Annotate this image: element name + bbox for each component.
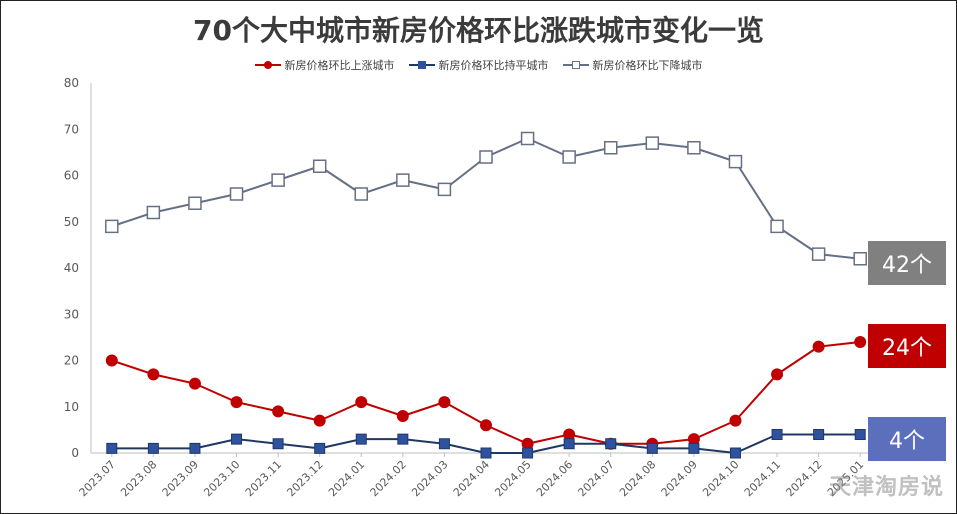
data-point: [105, 354, 118, 367]
data-point: [728, 154, 743, 169]
legend-label: 新房价格环比下降城市: [592, 59, 703, 72]
data-point: [771, 368, 784, 381]
chart-title: 70个大中城市新房价格环比涨跌城市变化一览: [193, 14, 764, 47]
x-tick-label: 2023.08: [118, 458, 159, 499]
x-tick-label: 2024.01: [326, 458, 367, 499]
data-point: [812, 340, 825, 353]
data-point: [480, 419, 492, 432]
legend-item: 新房价格环比持平城市: [408, 57, 549, 73]
data-point: [645, 136, 660, 150]
data-point: [729, 447, 741, 459]
data-point: [813, 429, 825, 440]
x-tick-label: 2024.08: [617, 458, 658, 499]
y-tick-label: 30: [64, 307, 79, 321]
data-point: [147, 368, 160, 381]
data-point: [771, 429, 783, 440]
y-tick-label: 20: [64, 354, 79, 368]
data-point: [146, 205, 161, 220]
data-point: [520, 131, 535, 146]
x-tick-label: 2024.07: [575, 458, 616, 499]
data-point: [854, 336, 867, 348]
x-tick-label: 2024.09: [659, 458, 700, 499]
data-point: [354, 187, 369, 201]
y-tick-label: 40: [64, 261, 79, 275]
data-point: [188, 196, 202, 210]
data-point: [438, 396, 451, 409]
series-callout: 24个: [868, 324, 946, 368]
legend-item: 新房价格环比上涨城市: [254, 57, 395, 73]
data-point: [355, 433, 367, 445]
data-point: [811, 247, 826, 261]
data-point: [314, 442, 326, 454]
y-tick-label: 80: [64, 76, 79, 90]
data-point: [770, 219, 784, 234]
data-point: [355, 396, 368, 409]
data-point: [688, 442, 700, 454]
x-tick-label: 2024.10: [700, 458, 741, 499]
data-point: [437, 182, 452, 197]
data-point: [605, 438, 617, 450]
x-tick-label: 2023.11: [243, 458, 284, 499]
data-point: [521, 437, 534, 450]
data-point: [438, 438, 450, 450]
legend-swatch: [254, 60, 281, 70]
legend-label: 新房价格环比持平城市: [438, 59, 549, 72]
legend: 新房价格环比上涨城市 新房价格环比持平城市 新房价格环比下降城市: [1, 57, 956, 73]
y-tick-label: 50: [64, 215, 79, 229]
data-point: [687, 433, 700, 446]
x-tick-label: 2023.12: [284, 458, 325, 499]
legend-swatch: [562, 60, 589, 70]
data-point: [105, 219, 119, 234]
x-tick-label: 2024.06: [534, 458, 575, 499]
data-point: [729, 414, 742, 427]
data-point: [563, 438, 575, 450]
data-point: [271, 173, 285, 187]
x-tick-label: 2024.11: [742, 458, 783, 499]
legend-swatch: [408, 60, 435, 70]
data-point: [397, 433, 409, 445]
data-point: [646, 442, 658, 454]
data-point: [687, 141, 701, 155]
data-point: [563, 428, 576, 441]
y-tick-label: 10: [64, 400, 79, 414]
data-point: [396, 173, 410, 187]
legend-label: 新房价格环比上涨城市: [284, 59, 395, 72]
data-point: [479, 150, 493, 164]
data-point: [189, 442, 201, 454]
data-point: [230, 396, 243, 409]
data-point: [147, 442, 159, 454]
x-tick-label: 2023.09: [160, 458, 201, 499]
series-callout: 42个: [868, 241, 946, 285]
y-tick-label: 0: [71, 446, 79, 460]
series-callout: 4个: [868, 417, 946, 461]
x-tick-label: 2023.10: [201, 458, 242, 499]
x-tick-label: 2024.05: [492, 458, 533, 499]
x-tick-label: 2024.03: [409, 458, 450, 499]
data-point: [522, 447, 534, 459]
x-tick-label: 2024.04: [451, 458, 492, 499]
data-point: [854, 429, 866, 440]
data-point: [562, 150, 576, 164]
y-tick-label: 70: [64, 122, 79, 136]
data-point: [272, 438, 284, 450]
data-point: [396, 410, 409, 422]
legend-item: 新房价格环比下降城市: [562, 57, 703, 73]
watermark: 天津淘房说: [828, 475, 944, 500]
data-point: [603, 141, 618, 155]
data-point: [229, 187, 244, 201]
data-point: [231, 433, 243, 445]
data-point: [188, 377, 201, 390]
data-point: [313, 414, 326, 427]
data-point: [480, 447, 492, 459]
data-point: [312, 159, 327, 173]
x-tick-label: 2024.02: [368, 458, 409, 499]
data-point: [106, 442, 118, 454]
data-point: [853, 252, 867, 266]
x-tick-label: 2024.12: [783, 458, 824, 499]
y-tick-label: 60: [64, 169, 79, 183]
data-point: [272, 405, 285, 418]
x-tick-label: 2023.07: [77, 458, 118, 499]
